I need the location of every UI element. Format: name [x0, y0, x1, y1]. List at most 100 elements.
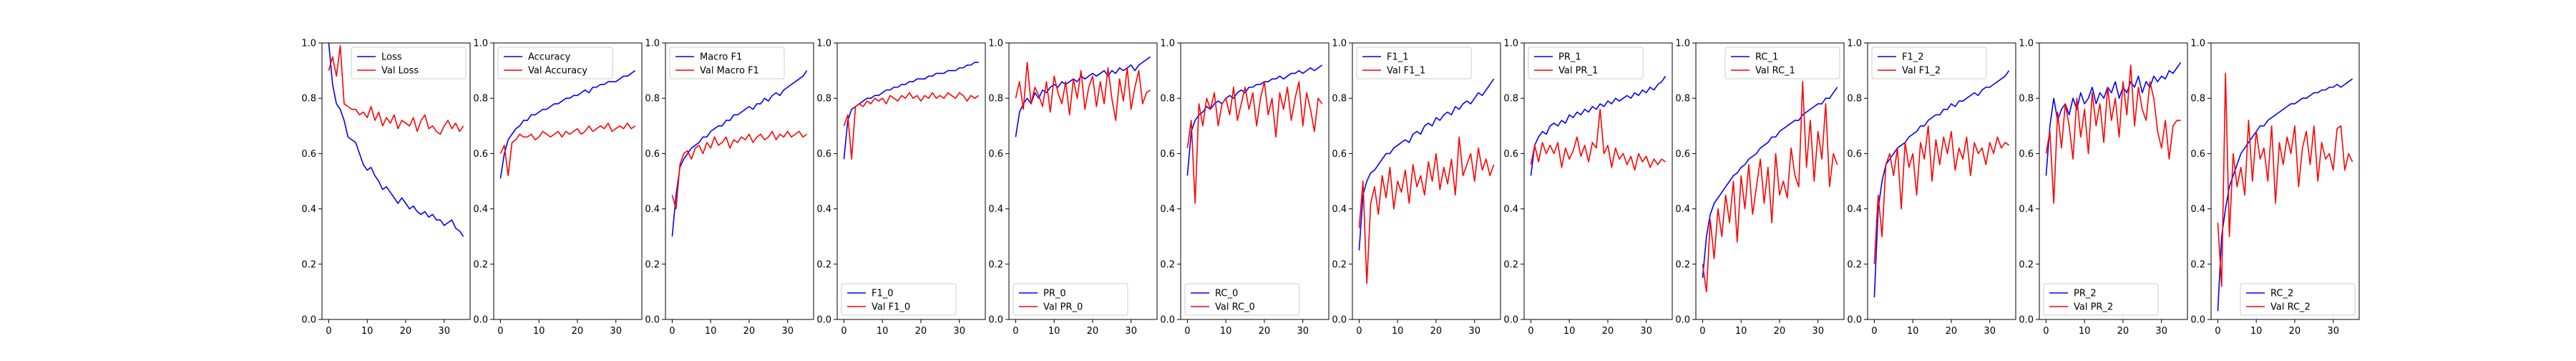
y-tick-label: 0.8: [1847, 94, 1862, 105]
x-tick-label: 30: [1297, 326, 1309, 337]
series-line-val: [1358, 136, 1495, 284]
y-tick-label: 0.4: [1332, 204, 1347, 215]
y-tick-label: 0.2: [1503, 259, 1518, 270]
x-tick-label: 0: [2043, 326, 2049, 337]
x-tick-label: 20: [743, 326, 756, 337]
x-tick-label: 0: [326, 326, 331, 337]
y-tick-label: 0.6: [1675, 149, 1690, 160]
y-tick-label: 0.0: [988, 315, 1003, 326]
legend-label: Macro F1: [700, 52, 742, 63]
y-tick-label: 0.8: [1675, 94, 1690, 105]
y-tick-label: 0.6: [1503, 149, 1518, 160]
subplot-1: 0 10 20 30 0.0 0.2 0.4 0.6 0.8 1.0 Accuracy Val Acc…: [473, 39, 643, 337]
legend-label: Val PR_0: [1043, 302, 1083, 313]
y-tick-label: 0.2: [988, 259, 1003, 270]
y-tick-label: 1.0: [2019, 39, 2034, 49]
subplot-2: 0 10 20 30 0.0 0.2 0.4 0.6 0.8 1.0 Macro F1 Val Mac…: [645, 39, 814, 337]
x-tick-label: 30: [1984, 326, 1996, 337]
series-line-train: [1358, 78, 1495, 251]
legend-label: RC_1: [1755, 52, 1778, 63]
subplot-3: 0 10 20 30 0.0 0.2 0.4 0.6 0.8 1.0 F1_0 Val F1_0: [816, 39, 986, 337]
axes-frame: [1523, 42, 1673, 320]
y-tick-label: 0.0: [1675, 315, 1690, 326]
x-tick-label: 20: [1087, 326, 1099, 337]
y-tick-label: 0.0: [1160, 315, 1175, 326]
subplot-4: 0 10 20 30 0.0 0.2 0.4 0.6 0.8 1.0 PR_0 Val PR_0: [988, 39, 1158, 337]
legend: Loss Val Loss: [351, 47, 467, 80]
y-tick-label: 0.6: [816, 149, 831, 160]
x-tick-label: 20: [1259, 326, 1271, 337]
legend-label: Val PR_1: [1558, 66, 1598, 77]
y-tick-label: 0.0: [1503, 315, 1518, 326]
legend-label: Accuracy: [528, 52, 571, 63]
x-tick-label: 30: [1812, 326, 1824, 337]
legend: RC_0 Val RC_0: [1184, 283, 1300, 316]
legend-box: [669, 47, 785, 80]
y-tick-label: 1.0: [2190, 39, 2205, 49]
y-tick-label: 0.2: [1332, 259, 1347, 270]
x-tick-label: 0: [1699, 326, 1705, 337]
legend-label: Val PR_2: [2074, 302, 2113, 313]
series-line-train: [843, 62, 979, 160]
x-tick-label: 20: [1946, 326, 1958, 337]
y-tick-label: 1.0: [1332, 39, 1347, 49]
x-tick-label: 30: [2155, 326, 2167, 337]
axes-frame: [2210, 42, 2360, 320]
x-tick-label: 20: [2117, 326, 2129, 337]
series-line-train: [1015, 56, 1151, 138]
legend: F1_0 Val F1_0: [841, 283, 957, 316]
y-tick-label: 0.4: [473, 204, 488, 215]
subplot-0: 0 10 20 30 0.0 0.2 0.4 0.6 0.8 1.0 Loss Val Loss: [301, 39, 471, 337]
x-tick-label: 30: [953, 326, 965, 337]
legend: PR_0 Val PR_0: [1013, 283, 1128, 316]
subplot-8: 0 10 20 30 0.0 0.2 0.4 0.6 0.8 1.0 RC_1 Val RC_1: [1675, 39, 1845, 337]
series-line-val: [328, 45, 464, 135]
y-tick-label: 0.8: [1332, 94, 1347, 105]
y-tick-label: 0.4: [988, 204, 1003, 215]
y-tick-label: 0.2: [473, 259, 488, 270]
x-tick-label: 20: [400, 326, 412, 337]
y-tick-label: 0.8: [1503, 94, 1518, 105]
legend-label: Val F1_1: [1387, 66, 1425, 77]
x-tick-label: 20: [915, 326, 927, 337]
axes-frame: [836, 42, 986, 320]
x-tick-label: 20: [2289, 326, 2301, 337]
y-tick-label: 1.0: [645, 39, 660, 49]
x-tick-label: 20: [572, 326, 584, 337]
subplot-5: 0 10 20 30 0.0 0.2 0.4 0.6 0.8 1.0 RC_0 Val RC_0: [1160, 39, 1330, 337]
series-line-train: [499, 69, 636, 179]
x-tick-label: 0: [1356, 326, 1362, 337]
legend-label: F1_2: [1902, 52, 1924, 63]
series-line-val: [2217, 72, 2353, 287]
series-line-val: [1186, 81, 1323, 204]
legend-box: [497, 47, 613, 80]
legend-box: [1724, 47, 1840, 80]
y-tick-label: 0.8: [473, 94, 488, 105]
y-tick-label: 0.8: [988, 94, 1003, 105]
legend: RC_1 Val RC_1: [1724, 47, 1840, 80]
x-tick-label: 10: [1563, 326, 1576, 337]
y-tick-label: 0.6: [301, 149, 316, 160]
legend-label: Val Loss: [381, 66, 419, 77]
y-tick-label: 0.6: [988, 149, 1003, 160]
x-tick-label: 30: [610, 326, 622, 337]
series-line-val: [499, 122, 636, 177]
legend: PR_1 Val PR_1: [1528, 47, 1644, 80]
x-tick-label: 10: [877, 326, 889, 337]
subplot-6: 0 10 20 30 0.0 0.2 0.4 0.6 0.8 1.0 F1_1 Val F1_1: [1332, 39, 1501, 337]
legend-box: [351, 47, 467, 80]
series-line-train: [2217, 78, 2353, 312]
series-line-train: [1530, 75, 1667, 176]
y-tick-label: 0.2: [301, 259, 316, 270]
y-tick-label: 0.6: [645, 149, 660, 160]
legend-label: F1_0: [872, 289, 894, 299]
legend-label: PR_1: [1558, 52, 1581, 63]
y-tick-label: 1.0: [816, 39, 831, 49]
y-tick-label: 0.8: [301, 94, 316, 105]
legend: F1_1 Val F1_1: [1356, 47, 1472, 80]
axes-frame: [1180, 42, 1330, 320]
x-tick-label: 20: [1774, 326, 1786, 337]
legend-box: [1184, 283, 1300, 316]
x-tick-label: 0: [2215, 326, 2220, 337]
y-tick-label: 0.8: [1160, 94, 1175, 105]
